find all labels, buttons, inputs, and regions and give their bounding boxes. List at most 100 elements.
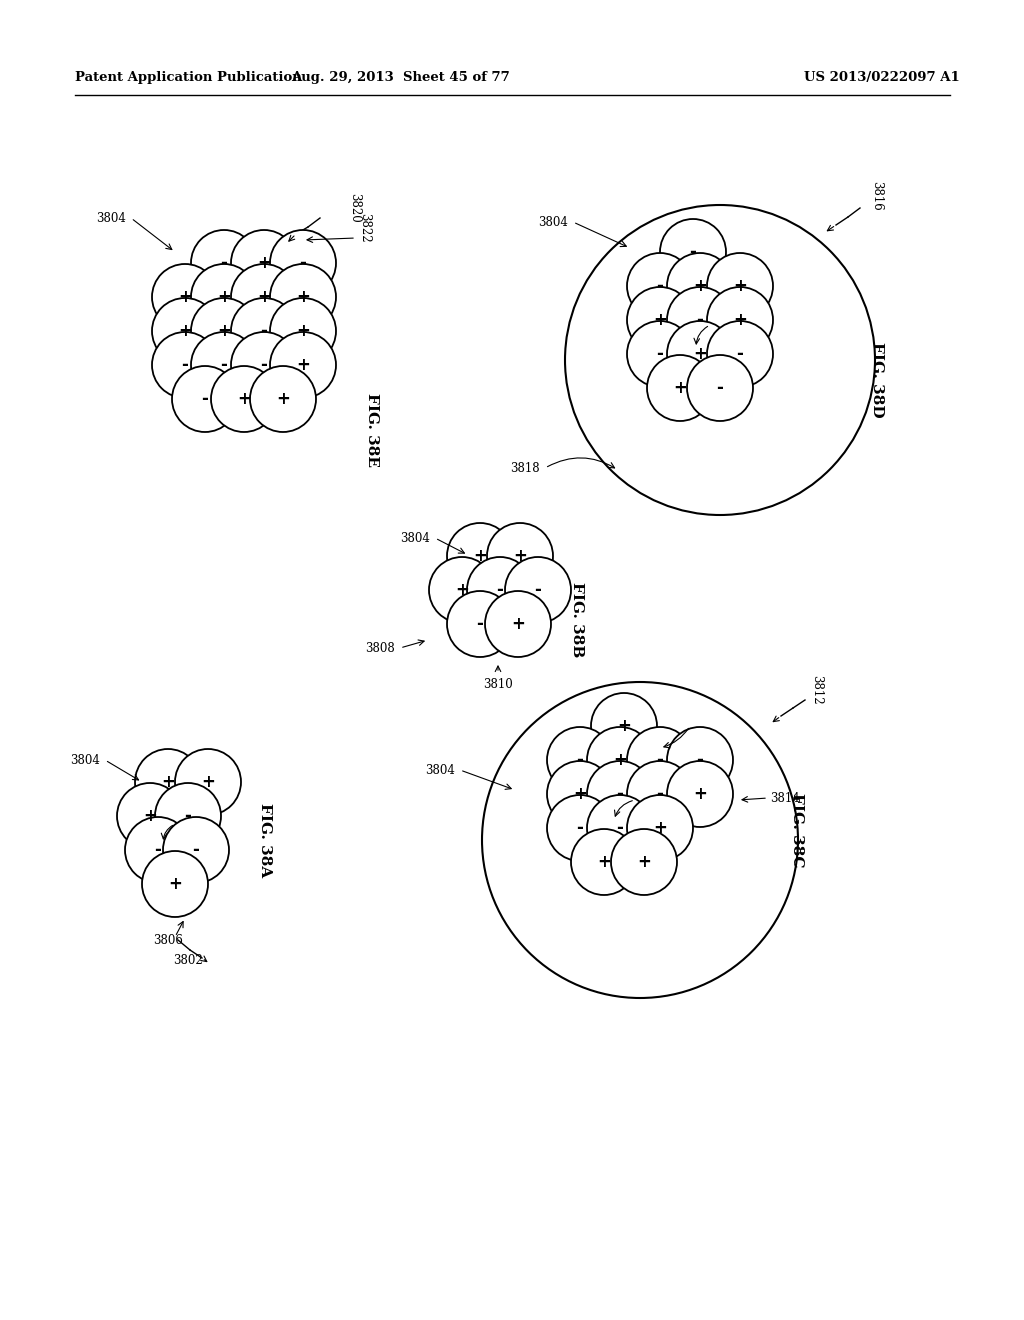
Circle shape xyxy=(191,333,257,399)
Circle shape xyxy=(467,557,534,623)
Circle shape xyxy=(163,817,229,883)
Text: -: - xyxy=(535,581,542,599)
Circle shape xyxy=(152,298,218,364)
Text: FIG. 38A: FIG. 38A xyxy=(258,803,272,876)
Circle shape xyxy=(547,795,613,861)
Text: FIG. 38D: FIG. 38D xyxy=(870,342,884,418)
Text: +: + xyxy=(178,288,191,306)
Text: +: + xyxy=(733,277,746,294)
Text: FIG. 38B: FIG. 38B xyxy=(570,582,584,657)
Text: -: - xyxy=(577,751,584,770)
Text: 3818: 3818 xyxy=(510,462,540,474)
Circle shape xyxy=(231,333,297,399)
Text: -: - xyxy=(184,807,191,825)
Text: US 2013/0222097 A1: US 2013/0222097 A1 xyxy=(804,71,961,84)
Circle shape xyxy=(707,253,773,319)
Circle shape xyxy=(487,523,553,589)
Circle shape xyxy=(270,230,336,296)
Circle shape xyxy=(667,727,733,793)
Circle shape xyxy=(627,321,693,387)
Text: 3820: 3820 xyxy=(348,193,361,223)
Text: -: - xyxy=(260,356,267,374)
Text: +: + xyxy=(201,774,215,791)
Text: 3804: 3804 xyxy=(70,754,100,767)
Circle shape xyxy=(152,333,218,399)
Text: +: + xyxy=(257,253,271,272)
Text: +: + xyxy=(693,345,707,363)
Text: +: + xyxy=(178,322,191,341)
Circle shape xyxy=(485,591,551,657)
Text: +: + xyxy=(143,807,157,825)
Circle shape xyxy=(250,366,316,432)
Circle shape xyxy=(627,286,693,352)
Circle shape xyxy=(447,591,513,657)
Circle shape xyxy=(231,264,297,330)
Circle shape xyxy=(587,727,653,793)
Circle shape xyxy=(231,298,297,364)
Text: -: - xyxy=(300,253,306,272)
Text: +: + xyxy=(637,853,651,871)
Text: Patent Application Publication: Patent Application Publication xyxy=(75,71,302,84)
Circle shape xyxy=(191,264,257,330)
Circle shape xyxy=(117,783,183,849)
Circle shape xyxy=(231,230,297,296)
Circle shape xyxy=(125,817,191,883)
Circle shape xyxy=(447,523,513,589)
Text: -: - xyxy=(220,356,227,374)
Text: -: - xyxy=(656,277,664,294)
Circle shape xyxy=(270,264,336,330)
Circle shape xyxy=(667,321,733,387)
Circle shape xyxy=(667,286,733,352)
Text: -: - xyxy=(260,322,267,341)
Text: +: + xyxy=(617,717,631,735)
Text: +: + xyxy=(597,853,611,871)
Text: +: + xyxy=(455,581,469,599)
Text: +: + xyxy=(693,785,707,803)
Circle shape xyxy=(627,727,693,793)
Circle shape xyxy=(667,762,733,828)
Text: 3822: 3822 xyxy=(358,214,371,243)
Text: -: - xyxy=(497,581,504,599)
Circle shape xyxy=(270,298,336,364)
Text: +: + xyxy=(511,615,525,634)
Text: -: - xyxy=(577,818,584,837)
Text: +: + xyxy=(513,546,527,565)
Text: -: - xyxy=(155,841,162,859)
Text: +: + xyxy=(296,356,310,374)
Circle shape xyxy=(547,762,613,828)
Circle shape xyxy=(152,264,218,330)
Text: 3804: 3804 xyxy=(400,532,430,544)
Text: +: + xyxy=(257,288,271,306)
Text: -: - xyxy=(181,356,188,374)
Text: 3814: 3814 xyxy=(770,792,800,804)
Text: +: + xyxy=(673,379,687,397)
Circle shape xyxy=(660,219,726,285)
Text: -: - xyxy=(689,243,696,261)
Text: -: - xyxy=(736,345,743,363)
Text: -: - xyxy=(616,818,624,837)
Circle shape xyxy=(707,286,773,352)
Text: +: + xyxy=(573,785,587,803)
Circle shape xyxy=(627,762,693,828)
Text: 3802: 3802 xyxy=(173,953,203,966)
Text: +: + xyxy=(693,277,707,294)
Text: +: + xyxy=(653,312,667,329)
Circle shape xyxy=(172,366,238,432)
Text: +: + xyxy=(296,322,310,341)
Text: -: - xyxy=(696,751,703,770)
Circle shape xyxy=(155,783,221,849)
Text: Aug. 29, 2013  Sheet 45 of 77: Aug. 29, 2013 Sheet 45 of 77 xyxy=(291,71,509,84)
Circle shape xyxy=(211,366,278,432)
Text: 3812: 3812 xyxy=(810,676,823,705)
Circle shape xyxy=(505,557,571,623)
Text: -: - xyxy=(717,379,723,397)
Text: -: - xyxy=(193,841,200,859)
Circle shape xyxy=(591,693,657,759)
Circle shape xyxy=(547,727,613,793)
Text: 3806: 3806 xyxy=(153,933,183,946)
Circle shape xyxy=(175,748,241,814)
Text: 3810: 3810 xyxy=(483,678,513,690)
Text: -: - xyxy=(220,253,227,272)
Text: +: + xyxy=(217,322,231,341)
Circle shape xyxy=(707,321,773,387)
